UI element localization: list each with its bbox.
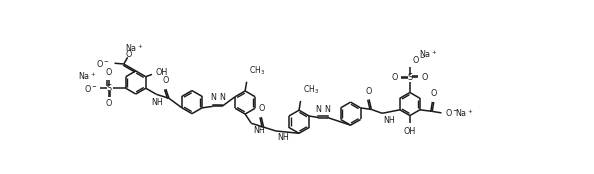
Text: O: O xyxy=(106,99,112,108)
Text: CH$_3$: CH$_3$ xyxy=(303,84,319,96)
Text: O: O xyxy=(392,73,399,82)
Text: NH: NH xyxy=(253,126,264,135)
Text: OH: OH xyxy=(404,127,416,136)
Text: O$^-$: O$^-$ xyxy=(96,58,110,69)
Text: Na$^+$: Na$^+$ xyxy=(125,42,143,54)
Text: O$^-$: O$^-$ xyxy=(84,83,97,94)
Text: N: N xyxy=(210,93,216,102)
Text: O$^-$: O$^-$ xyxy=(412,54,426,65)
Text: S: S xyxy=(407,73,412,82)
Text: O: O xyxy=(366,87,372,96)
Text: N: N xyxy=(315,105,321,114)
Text: O$^-$: O$^-$ xyxy=(446,107,459,118)
Text: O: O xyxy=(258,104,264,113)
Text: NH: NH xyxy=(383,116,394,125)
Text: N: N xyxy=(324,105,330,114)
Text: O: O xyxy=(421,73,428,82)
Text: O: O xyxy=(125,50,132,59)
Text: S: S xyxy=(106,84,112,93)
Text: NH: NH xyxy=(277,133,289,142)
Text: NH: NH xyxy=(151,98,163,107)
Text: O: O xyxy=(106,69,112,77)
Text: Na$^+$: Na$^+$ xyxy=(419,48,437,60)
Text: N: N xyxy=(219,93,225,102)
Text: O: O xyxy=(163,76,169,85)
Text: OH: OH xyxy=(155,68,168,77)
Text: Na$^+$: Na$^+$ xyxy=(456,107,473,119)
Text: CH$_3$: CH$_3$ xyxy=(249,65,265,77)
Text: O: O xyxy=(431,89,437,98)
Text: Na$^+$: Na$^+$ xyxy=(78,70,97,82)
